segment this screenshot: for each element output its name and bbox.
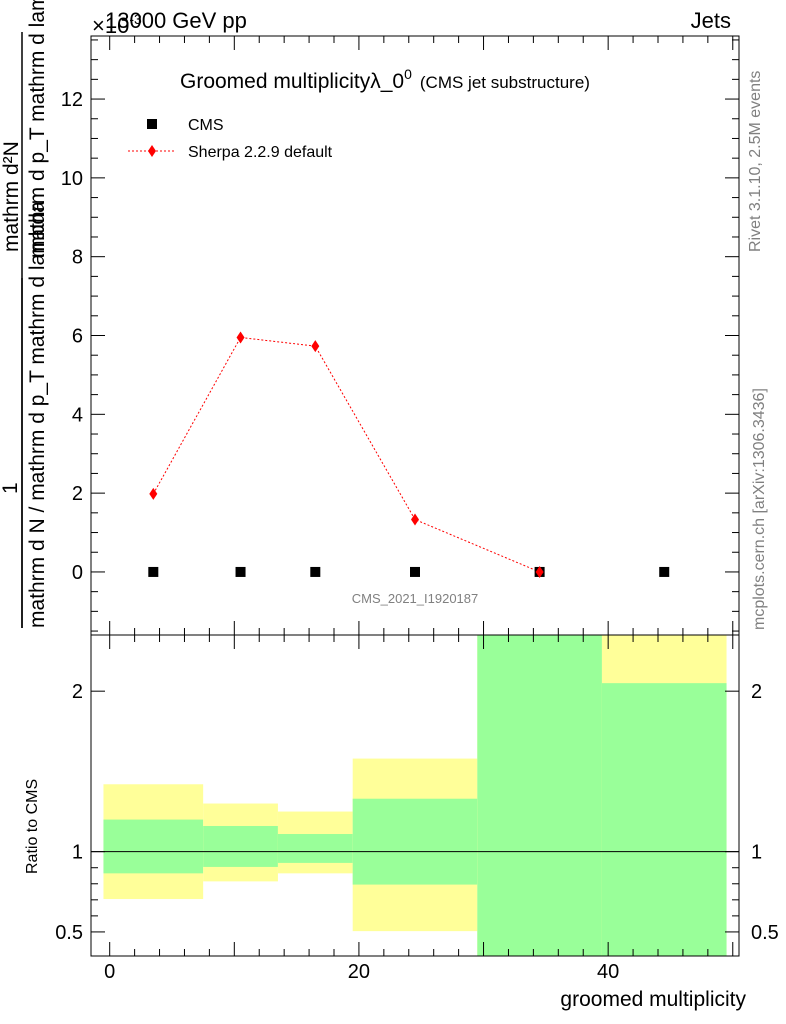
ratio-y-tick-label: 2 <box>72 681 83 703</box>
ratio-inner-band <box>103 819 204 874</box>
ratio-y-tick-label-right: 2 <box>751 681 762 703</box>
main-y-axis-label: mathrm d²N mathrm d p_T mathrm d lambda … <box>0 0 49 628</box>
sherpa-data-point <box>236 331 245 344</box>
ratio-y-tick-label-right: 1 <box>751 842 762 864</box>
ylabel-numerator: mathrm d²N <box>0 141 23 252</box>
ratio-y-tick-label: 0.5 <box>55 922 83 944</box>
x-tick-label: 40 <box>597 961 619 983</box>
x-tick-label: 20 <box>348 961 370 983</box>
mcplots-label: mcplots.cern.ch [arXiv:1306.3436] <box>751 388 768 630</box>
main-y-tick-label: 2 <box>72 483 83 505</box>
sherpa-data-point <box>311 340 320 353</box>
cms-data-point <box>410 566 420 577</box>
main-y-tick-label: 8 <box>72 247 83 269</box>
main-y-tick-label: 4 <box>72 404 83 426</box>
energy-label: 13000 GeV pp <box>105 8 247 33</box>
ylabel-denominator-top: mathrm d p_T mathrm d lambda <box>26 0 49 258</box>
category-label: Jets <box>691 8 731 33</box>
ratio-inner-band <box>477 635 602 956</box>
exponent-label: ×10-3 <box>92 11 142 38</box>
ratio-panel: 0.5 0.51 12 20 20 40 Ratio to CMS groomed mul… <box>24 634 779 1011</box>
main-y-tick-label: 6 <box>72 326 83 348</box>
ratio-y-label: Ratio to CMS <box>24 779 41 874</box>
ylabel-one: 1 <box>0 482 22 494</box>
ratio-ticks: 0.5 0.51 12 20 20 40 <box>55 635 779 983</box>
legend-label-cms: CMS <box>188 117 224 134</box>
ratio-inner-band <box>352 798 478 885</box>
ratio-frame <box>90 634 740 957</box>
x-axis-label: groomed multiplicity <box>560 988 746 1011</box>
legend-label-sherpa: Sherpa 2.2.9 default <box>188 144 333 161</box>
ratio-y-tick-label-right: 0.5 <box>751 922 779 944</box>
ratio-inner-band <box>203 825 278 867</box>
ratio-bands <box>103 635 727 956</box>
chart-title: Groomed multiplicityλ_00 (CMS jet substru… <box>180 66 590 93</box>
analysis-tag: CMS_2021_I1920187 <box>352 591 479 606</box>
sherpa-data-point <box>149 487 158 500</box>
cms-data-point <box>148 566 159 577</box>
ratio-inner-band <box>277 834 353 863</box>
legend-marker-sherpa <box>148 145 156 157</box>
sherpa-data-point <box>535 565 544 578</box>
cms-data-point <box>310 566 321 577</box>
legend: CMS Sherpa 2.2.9 default <box>128 117 333 161</box>
x-tick-label: 0 <box>104 961 115 983</box>
cms-data-point <box>235 566 246 577</box>
ratio-y-tick-label: 1 <box>72 842 83 864</box>
main-content <box>148 331 670 578</box>
main-y-tick-label: 12 <box>61 89 83 111</box>
sherpa-series-line <box>152 336 540 573</box>
cms-data-point <box>659 566 670 577</box>
main-y-ticks: 0 2 4 6 8 10 12 <box>61 36 739 635</box>
rivet-label: Rivet 3.1.10, 2.5M events <box>747 71 764 252</box>
main-panel: 0 2 4 6 8 10 12 Groomed multiplicityλ_00 (CMS j… <box>61 35 740 636</box>
legend-marker-cms <box>147 119 157 129</box>
ratio-inner-band <box>601 683 727 956</box>
main-y-tick-label: 0 <box>72 562 83 584</box>
ylabel-denominator: mathrm d N / mathrm d p_T mathrm d lambd… <box>26 201 49 628</box>
main-y-tick-label: 10 <box>61 168 83 190</box>
sherpa-data-point <box>411 513 419 526</box>
